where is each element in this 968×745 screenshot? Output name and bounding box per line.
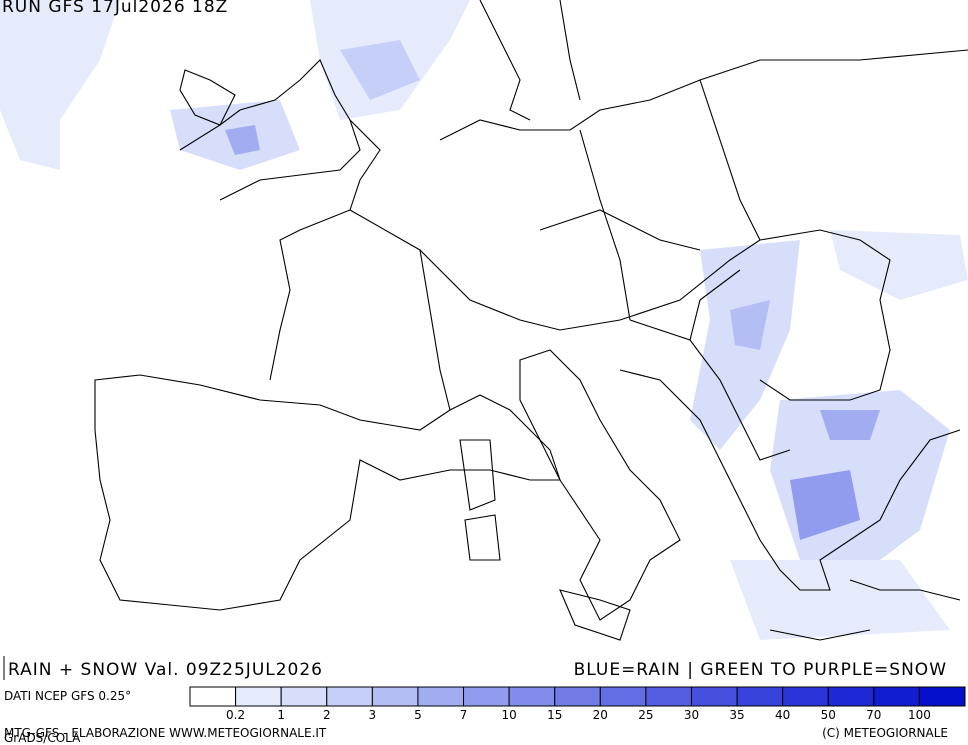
colorbar-box <box>463 686 510 707</box>
colorbar-box <box>645 686 692 707</box>
colorbar-box <box>690 686 738 707</box>
grads-label: GrADS/COLA <box>4 731 81 745</box>
colorbar-label: 3 <box>369 708 377 722</box>
legend-note: BLUE=RAIN | GREEN TO PURPLE=SNOW <box>574 660 947 680</box>
colorbar-box <box>736 686 784 707</box>
colorbar-box <box>599 686 647 707</box>
colorbar-box <box>554 686 601 707</box>
colorbar-label: 10 <box>501 708 516 722</box>
colorbar-box <box>371 686 419 707</box>
credit-right: (C) METEOGIORNALE <box>822 726 948 740</box>
colorbar-box <box>280 686 328 707</box>
colorbar-box <box>326 686 373 707</box>
colorbar-box <box>189 686 237 707</box>
colorbar-box <box>873 686 920 707</box>
colorbar-label: 70 <box>866 708 881 722</box>
source-label: DATI NCEP GFS 0.25° <box>4 689 131 703</box>
colorbar-label: 50 <box>821 708 836 722</box>
colorbar-label: 1 <box>277 708 285 722</box>
colorbar-label: 30 <box>684 708 699 722</box>
credit-left: MTG-GFS - ELABORAZIONE WWW.METEOGIORNALE… <box>4 726 327 740</box>
colorbar-label: 2 <box>323 708 331 722</box>
colorbar-label: 40 <box>775 708 790 722</box>
coastlines-borders <box>94 0 968 641</box>
colorbar-box <box>417 686 465 707</box>
precipitation-field <box>0 0 968 640</box>
colorbar-label: 5 <box>414 708 422 722</box>
colorbar-label: 25 <box>638 708 653 722</box>
colorbar-box <box>235 686 282 707</box>
colorbar-box <box>782 686 829 707</box>
colorbar-label: 20 <box>593 708 608 722</box>
colorbar-label: 0.2 <box>226 708 245 722</box>
colorbar-label: 35 <box>729 708 744 722</box>
footer-title: RAIN + SNOW Val. 09Z25JUL2026 <box>8 660 323 680</box>
colorbar-box <box>827 686 875 707</box>
colorbar-box <box>918 686 966 707</box>
colorbar-label: 15 <box>547 708 562 722</box>
colorbar-label: 100 <box>908 708 931 722</box>
run-label: RUN GFS 17Jul2026 18Z <box>2 0 228 17</box>
colorbar: 0.2 1 2 3 5 7 10 15 20 25 30 35 40 50 70 100 <box>189 686 966 722</box>
colorbar-box <box>508 686 556 707</box>
colorbar-label: 7 <box>460 708 468 722</box>
